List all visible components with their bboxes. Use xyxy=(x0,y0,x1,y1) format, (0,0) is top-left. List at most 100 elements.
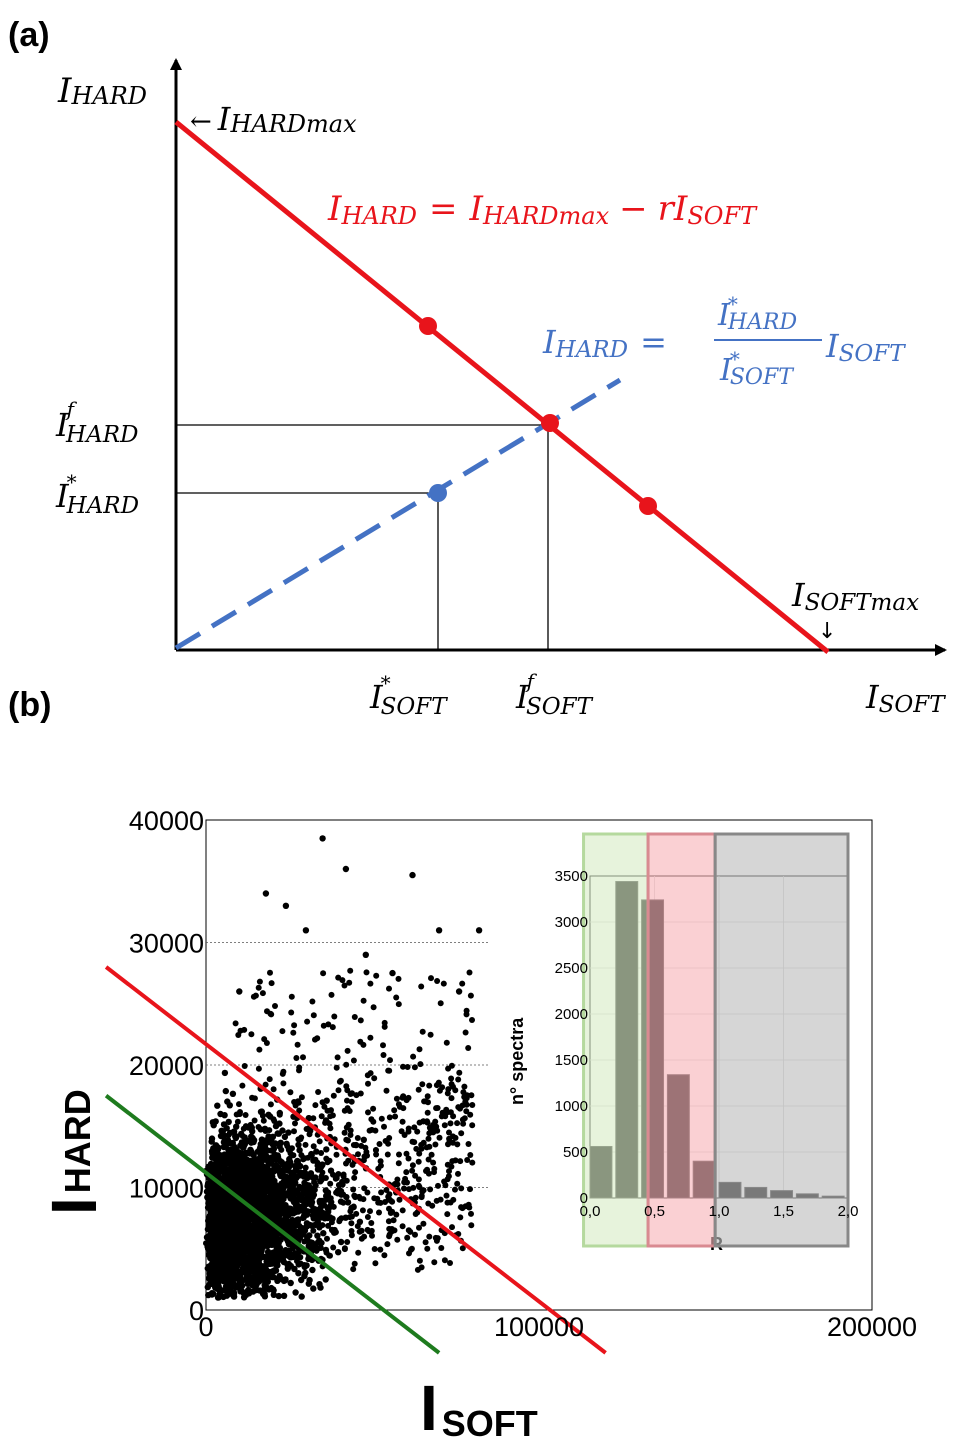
scatter-point xyxy=(351,1260,358,1267)
scatter-point xyxy=(254,1186,261,1193)
scatter-point xyxy=(355,1249,362,1256)
scatter-point xyxy=(335,1171,342,1177)
scatter-point xyxy=(398,1128,405,1135)
scatter-point xyxy=(287,1150,294,1157)
scatter-point xyxy=(319,1222,326,1229)
scatter-point xyxy=(246,1177,253,1184)
scatter-point xyxy=(459,1102,466,1109)
scatter-point xyxy=(363,969,370,976)
scatter-point xyxy=(327,1180,334,1187)
scatter-point xyxy=(349,1161,356,1168)
scatter-point xyxy=(385,1218,392,1225)
scatter-point xyxy=(261,1282,268,1289)
scatter-point xyxy=(333,1151,340,1158)
scatter-point xyxy=(235,1154,242,1161)
scatter-point xyxy=(435,1182,441,1189)
scatter-point xyxy=(243,1266,250,1273)
scatter-point xyxy=(287,1169,294,1176)
scatter-point xyxy=(293,1167,300,1174)
scatter-point xyxy=(377,1246,384,1253)
scatter-point xyxy=(295,1208,301,1215)
scatter-point xyxy=(296,1107,303,1114)
scatter-point xyxy=(325,1222,332,1229)
inset-regions xyxy=(582,832,850,1248)
scatter-point xyxy=(289,1221,297,1228)
scatter-point xyxy=(277,1196,284,1204)
scatter-point xyxy=(364,1214,371,1220)
scatter-point xyxy=(384,1151,391,1158)
x-axis-label-a: ISOFT xyxy=(865,678,946,718)
inset-histogram: n° spectra R 050010001500200025003000350… xyxy=(507,830,864,1254)
scatter-point xyxy=(420,1220,427,1227)
scatter-point xyxy=(262,1128,269,1134)
scatter-lines xyxy=(104,965,607,1355)
scatter-point xyxy=(463,1108,470,1115)
scatter-point xyxy=(455,1076,462,1083)
scatter-point xyxy=(244,1150,251,1157)
scatter-point xyxy=(380,1052,387,1058)
scatter-point xyxy=(458,1185,465,1192)
scatter-point xyxy=(425,1135,432,1142)
scatter-point xyxy=(215,1252,222,1259)
scatter-point xyxy=(376,1209,382,1216)
scatter-point xyxy=(229,1090,237,1098)
scatter-point xyxy=(246,1238,253,1245)
scatter-point xyxy=(245,1248,252,1255)
scatter-point xyxy=(272,1003,278,1009)
scatter-point xyxy=(441,1122,448,1129)
scatter-point xyxy=(346,1214,353,1221)
scatter-point xyxy=(225,1246,232,1254)
scatter-point xyxy=(230,1293,238,1300)
scatter-point xyxy=(288,1009,295,1016)
scatter-point xyxy=(409,1162,416,1169)
scatter-point xyxy=(467,992,474,999)
scatter-point xyxy=(316,1198,323,1205)
scatter-point xyxy=(329,1024,336,1031)
scatter-point xyxy=(228,1209,235,1216)
scatter-point xyxy=(419,1081,426,1088)
scatter-point xyxy=(232,1223,238,1230)
scatter-point xyxy=(350,1186,357,1193)
scatter-point xyxy=(227,1159,235,1167)
scatter-point xyxy=(395,1160,402,1167)
scatter-point xyxy=(241,1063,248,1069)
scatter-point xyxy=(274,1277,281,1285)
scatter-point xyxy=(387,1210,394,1216)
scatter-point xyxy=(415,1086,422,1093)
scatter-point xyxy=(294,1218,302,1225)
scatter-point xyxy=(269,1273,276,1281)
scatter-point xyxy=(380,1042,386,1049)
scatter-point xyxy=(322,1197,329,1203)
scatter-point xyxy=(301,1272,308,1280)
scatter-point xyxy=(259,1269,266,1276)
scatter-point xyxy=(293,1228,300,1235)
scatter-point xyxy=(414,1266,421,1273)
scatter-point xyxy=(234,1118,241,1125)
scatter-point xyxy=(290,1029,297,1036)
scatter-point xyxy=(220,1190,227,1197)
scatter-point xyxy=(218,1226,225,1233)
scatter-point xyxy=(359,1207,366,1214)
scatter-point xyxy=(381,1019,388,1026)
scatter-point xyxy=(348,1098,355,1105)
scatter-point xyxy=(280,1292,288,1300)
scatter-point xyxy=(321,1202,328,1209)
scatter-point xyxy=(210,1226,217,1233)
scatter-point xyxy=(237,1109,243,1115)
scatter-point xyxy=(384,1241,391,1248)
scatter-point xyxy=(361,1185,368,1192)
scatter-point xyxy=(225,1233,232,1240)
scatter-point xyxy=(347,1127,354,1134)
scatter-point xyxy=(399,1207,406,1214)
scatter-point xyxy=(236,1280,243,1288)
scatter-point xyxy=(288,993,295,1000)
scatter-point xyxy=(299,1215,306,1222)
scatter-point xyxy=(449,1133,456,1140)
scatter-x-label: I SOFT xyxy=(420,1372,538,1442)
inset-y-tick: 0 xyxy=(580,1190,588,1207)
scatter-point xyxy=(370,1118,377,1125)
scatter-point xyxy=(259,990,266,997)
scatter-point xyxy=(246,1274,253,1281)
scatter-point xyxy=(367,1034,374,1041)
scatter-point xyxy=(271,1267,278,1275)
